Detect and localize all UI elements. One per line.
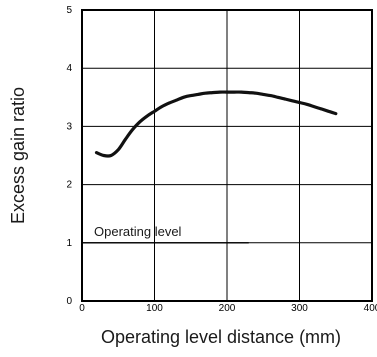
series-layer <box>94 90 338 158</box>
grid-layer <box>82 10 372 301</box>
excess-gain-curve <box>94 90 338 158</box>
x-tick-label: 100 <box>146 303 163 314</box>
y-tick-label: 4 <box>66 63 72 74</box>
y-tick-label: 1 <box>66 238 72 249</box>
plot-frame <box>81 9 373 302</box>
operating-level-label: Operating level <box>94 224 182 239</box>
annotation-layer: Operating level <box>82 224 249 244</box>
x-axis-title: Operating level distance (mm) <box>101 327 341 347</box>
y-tick-label: 3 <box>66 121 72 132</box>
x-tick-label: 0 <box>79 303 85 314</box>
y-tick-label: 0 <box>66 296 72 307</box>
x-tick-label: 200 <box>219 303 236 314</box>
y-tick-labels: 0 1 2 3 4 5 <box>66 5 72 307</box>
y-axis-title: Excess gain ratio <box>8 87 28 224</box>
y-tick-label: 5 <box>66 5 72 16</box>
y-tick-label: 2 <box>66 180 72 191</box>
x-tick-label: 300 <box>291 303 308 314</box>
x-tick-labels: 0 100 200 300 400 <box>79 303 377 314</box>
x-tick-label: 400 <box>364 303 377 314</box>
